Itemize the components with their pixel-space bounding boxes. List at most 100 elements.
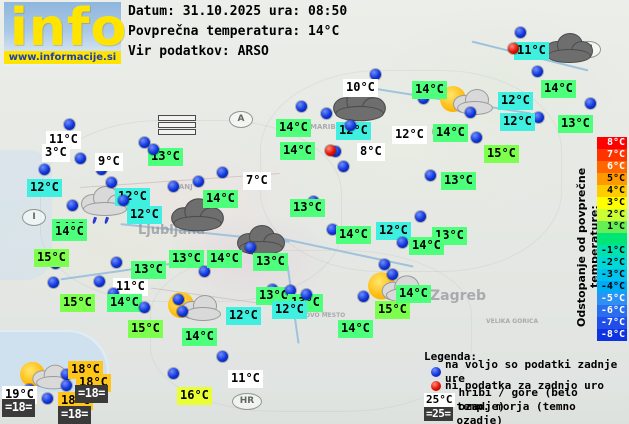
station-dot[interactable]	[148, 144, 159, 155]
station-dot[interactable]	[515, 27, 526, 38]
scale-swatch: 8°C	[597, 137, 627, 149]
temperature-chip: 15°C	[128, 320, 163, 338]
station-dot[interactable]	[48, 277, 59, 288]
sea-temperature-chip: =18=	[58, 406, 91, 424]
temperature-chip: 3°C	[42, 144, 70, 162]
station-dot[interactable]	[217, 167, 228, 178]
cloud-base	[548, 50, 590, 62]
temperature-chip: 14°C	[276, 119, 311, 137]
scale-swatch: -1°C	[597, 245, 627, 257]
fog-icon	[158, 115, 210, 153]
temperature-chip: 14°C	[52, 223, 87, 241]
legend-row-available: na voljo so podatki zadnje ure	[424, 358, 624, 385]
scale-swatch: 4°C	[597, 185, 627, 197]
temperature-chip: 14°C	[107, 294, 142, 312]
temperature-chip: 14°C	[182, 328, 217, 346]
station-dot[interactable]	[94, 276, 105, 287]
station-dot[interactable]	[345, 120, 356, 131]
header-data-source: Vir podatkov: ARSO	[128, 44, 269, 59]
station-dot[interactable]	[358, 291, 369, 302]
legend-label-available: na voljo so podatki zadnje ure	[445, 358, 618, 385]
red-dot-icon	[431, 381, 441, 391]
logo-wordmark: info	[10, 0, 128, 58]
cloud-base	[84, 203, 126, 215]
station-dot[interactable]	[425, 170, 436, 181]
station-dot[interactable]	[465, 107, 476, 118]
white-chip-sample: 25°C	[424, 393, 455, 407]
station-dot[interactable]	[106, 177, 117, 188]
station-dot[interactable]	[387, 269, 398, 280]
temperature-chip: 15°C	[60, 294, 95, 312]
station-dot[interactable]	[67, 200, 78, 211]
cloudy-icon	[544, 30, 596, 68]
station-dot[interactable]	[532, 66, 543, 77]
station-dot[interactable]	[42, 393, 53, 404]
station-dot[interactable]	[177, 306, 188, 317]
place-label: MARIBOR	[310, 123, 348, 131]
station-dot[interactable]	[415, 211, 426, 222]
station-dot[interactable]	[285, 285, 296, 296]
station-dot[interactable]	[139, 137, 150, 148]
temperature-chip: 12°C	[226, 307, 261, 325]
scale-swatch: 6°C	[597, 161, 627, 173]
station-dot[interactable]	[301, 289, 312, 300]
station-dot[interactable]	[533, 112, 544, 123]
station-dot[interactable]	[296, 101, 307, 112]
logo-url: www.informacije.si	[4, 51, 121, 64]
scale-swatch	[597, 233, 627, 245]
station-dot[interactable]	[111, 257, 122, 268]
scale-swatch: -7°C	[597, 317, 627, 329]
country-code-badge: A	[229, 111, 253, 128]
station-dot[interactable]	[173, 294, 184, 305]
temperature-chip: 12°C	[127, 206, 162, 224]
cloud-base	[336, 107, 383, 121]
temperature-chip: 14°C	[203, 190, 238, 208]
station-dot[interactable]	[168, 181, 179, 192]
station-dot[interactable]	[338, 161, 349, 172]
temperature-chip: 12°C	[272, 301, 307, 319]
station-dot[interactable]	[75, 153, 86, 164]
station-dot[interactable]	[217, 351, 228, 362]
station-dot[interactable]	[61, 380, 72, 391]
station-dot[interactable]	[471, 132, 482, 143]
scale-swatch: -2°C	[597, 257, 627, 269]
scale-swatch: 1°C	[597, 221, 627, 233]
place-label: KRANJ	[168, 183, 193, 191]
station-dot[interactable]	[199, 266, 210, 277]
cloud-base	[174, 217, 221, 231]
scale-title: Odstopanje od povprečne temperature:	[575, 167, 601, 327]
station-dot[interactable]	[39, 164, 50, 175]
station-dot[interactable]	[327, 224, 338, 235]
station-dot[interactable]	[379, 259, 390, 270]
temperature-chip: 13°C	[290, 199, 325, 217]
rain-shower-icon	[80, 185, 132, 225]
temperature-chip: 12°C	[500, 113, 535, 131]
station-dot[interactable]	[118, 195, 129, 206]
station-dot[interactable]	[370, 69, 381, 80]
station-dot[interactable]	[321, 108, 332, 119]
legend: Legenda: na voljo so podatki zadnje ure …	[424, 350, 624, 424]
sea-temperature-chip: =18=	[75, 385, 108, 403]
station-dot[interactable]	[139, 302, 150, 313]
station-dot[interactable]	[168, 368, 179, 379]
temperature-chip: 12°C	[376, 222, 411, 240]
scale-swatch: 2°C	[597, 209, 627, 221]
station-dot[interactable]	[61, 369, 72, 380]
station-dot[interactable]	[245, 242, 256, 253]
stale-station-dot[interactable]	[325, 145, 336, 156]
temperature-chip: 13°C	[256, 287, 291, 305]
temperature-chip: 13°C	[169, 250, 204, 268]
temperature-chip: 11°C	[228, 370, 263, 388]
station-dot[interactable]	[397, 237, 408, 248]
site-logo[interactable]: info www.informacije.si	[4, 0, 126, 66]
temperature-chip: 13°C	[253, 253, 288, 271]
station-dot[interactable]	[108, 288, 119, 299]
station-dot[interactable]	[64, 119, 75, 130]
station-dot[interactable]	[193, 176, 204, 187]
stale-station-dot[interactable]	[508, 43, 519, 54]
scale-swatch: 3°C	[597, 197, 627, 209]
temperature-chip: 16°C	[177, 387, 212, 405]
station-dot[interactable]	[585, 98, 596, 109]
scale-swatch: -8°C	[597, 329, 627, 341]
dark-chip-sample: =25=	[424, 407, 453, 421]
